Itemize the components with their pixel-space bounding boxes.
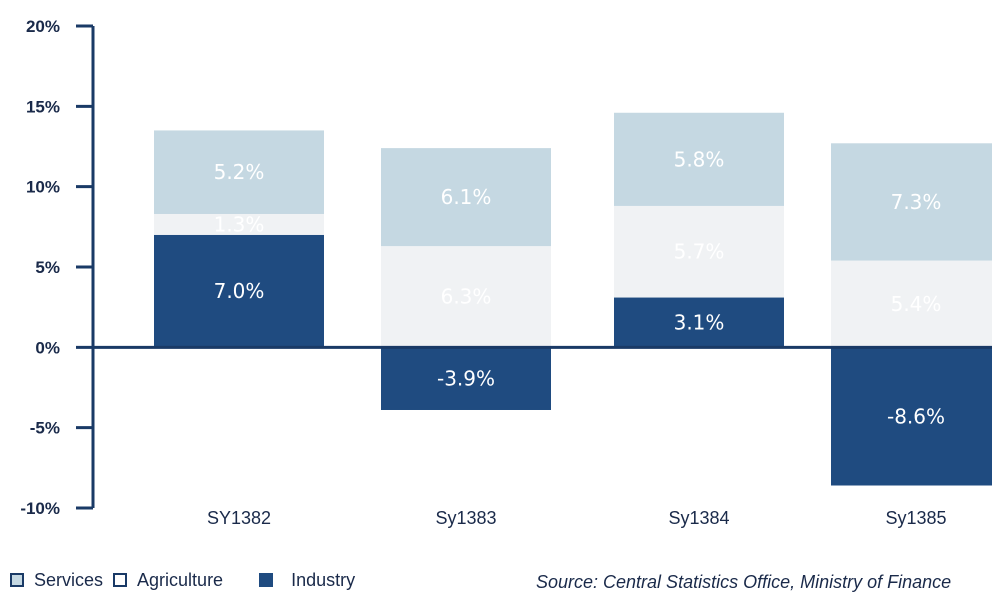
data-label-services-sy1385: 7.3% (891, 190, 942, 214)
bar-industry-sy1382 (154, 234, 324, 348)
legend-swatch-services (10, 573, 24, 587)
bar-services-sy1383 (381, 148, 551, 247)
y-tick-label: -10% (20, 499, 60, 518)
y-tick-label: 0% (35, 338, 60, 357)
y-tick-label: 20% (26, 17, 60, 36)
bar-industry-sy1383 (381, 347, 551, 410)
data-label-services-sy1382: 5.2% (214, 160, 265, 184)
chart-axes: SY1382 Sy1383 Sy1384 Sy1385 20% 15% 10% 5% 0% -5%… (20, 17, 992, 528)
bar-agriculture-sy1384 (614, 205, 784, 298)
legend-label-industry: Industry (291, 569, 356, 590)
data-label-services-sy1383: 6.1% (441, 185, 492, 209)
y-tick-label: 10% (26, 178, 60, 197)
y-tick-label: -5% (30, 419, 60, 438)
bar-industry-sy1384 (614, 297, 784, 348)
bar-services-sy1382 (154, 130, 324, 214)
x-tick-label: Sy1385 (885, 508, 946, 528)
bar-agriculture-sy1383 (381, 246, 551, 348)
source-note: Source: Central Statistics Office, Minis… (536, 572, 952, 592)
legend-item-industry: Industry (259, 570, 355, 591)
data-label-industry-sy1383: -3.9% (437, 367, 495, 391)
chart-bars (154, 112, 992, 486)
legend: Services Agriculture Industry (10, 568, 355, 592)
data-label-industry-sy1385: -8.6% (887, 404, 945, 428)
data-label-agriculture-sy1385: 5.4% (891, 292, 942, 316)
legend-item-services: Services (10, 570, 103, 591)
legend-label-agriculture: Agriculture (137, 569, 224, 590)
x-tick-label: Sy1383 (435, 508, 496, 528)
y-tick-label: 15% (26, 97, 60, 116)
chart-data-labels: 7.0% 1.3% 5.2% -3.9% 6.3% 6.1% 3.1% 5.7% 5.8% -8.… (214, 147, 945, 428)
bar-services-sy1385 (831, 143, 992, 261)
legend-swatch-agriculture (113, 573, 128, 587)
x-tick-label: Sy1384 (668, 508, 729, 528)
bar-agriculture-sy1382 (154, 213, 324, 235)
y-tick-label: 5% (35, 258, 60, 277)
bar-agriculture-sy1385 (831, 260, 992, 348)
data-label-services-sy1384: 5.8% (674, 147, 725, 171)
bar-services-sy1384 (614, 112, 784, 206)
data-label-agriculture-sy1382: 1.3% (214, 212, 265, 236)
data-label-industry-sy1384: 3.1% (674, 310, 725, 334)
bar-industry-sy1385 (831, 347, 992, 486)
x-tick-label: SY1382 (207, 508, 271, 528)
data-label-agriculture-sy1384: 5.7% (674, 240, 725, 264)
legend-item-agriculture: Agriculture (113, 570, 223, 591)
legend-swatch-industry (259, 573, 274, 587)
legend-label-services: Services (34, 569, 104, 590)
data-label-agriculture-sy1383: 6.3% (441, 285, 492, 309)
data-label-industry-sy1382: 7.0% (214, 279, 265, 303)
